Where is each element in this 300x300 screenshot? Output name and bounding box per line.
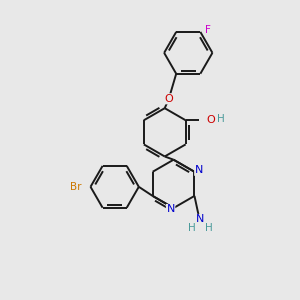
Text: N: N	[195, 165, 203, 175]
Text: H: H	[205, 223, 213, 233]
Text: N: N	[196, 214, 205, 224]
Text: F: F	[205, 26, 211, 35]
Text: O: O	[206, 115, 215, 125]
Text: H: H	[188, 223, 195, 233]
Text: O: O	[164, 94, 173, 104]
Text: Br: Br	[70, 182, 82, 192]
Text: N: N	[167, 205, 175, 214]
Text: H: H	[217, 114, 224, 124]
